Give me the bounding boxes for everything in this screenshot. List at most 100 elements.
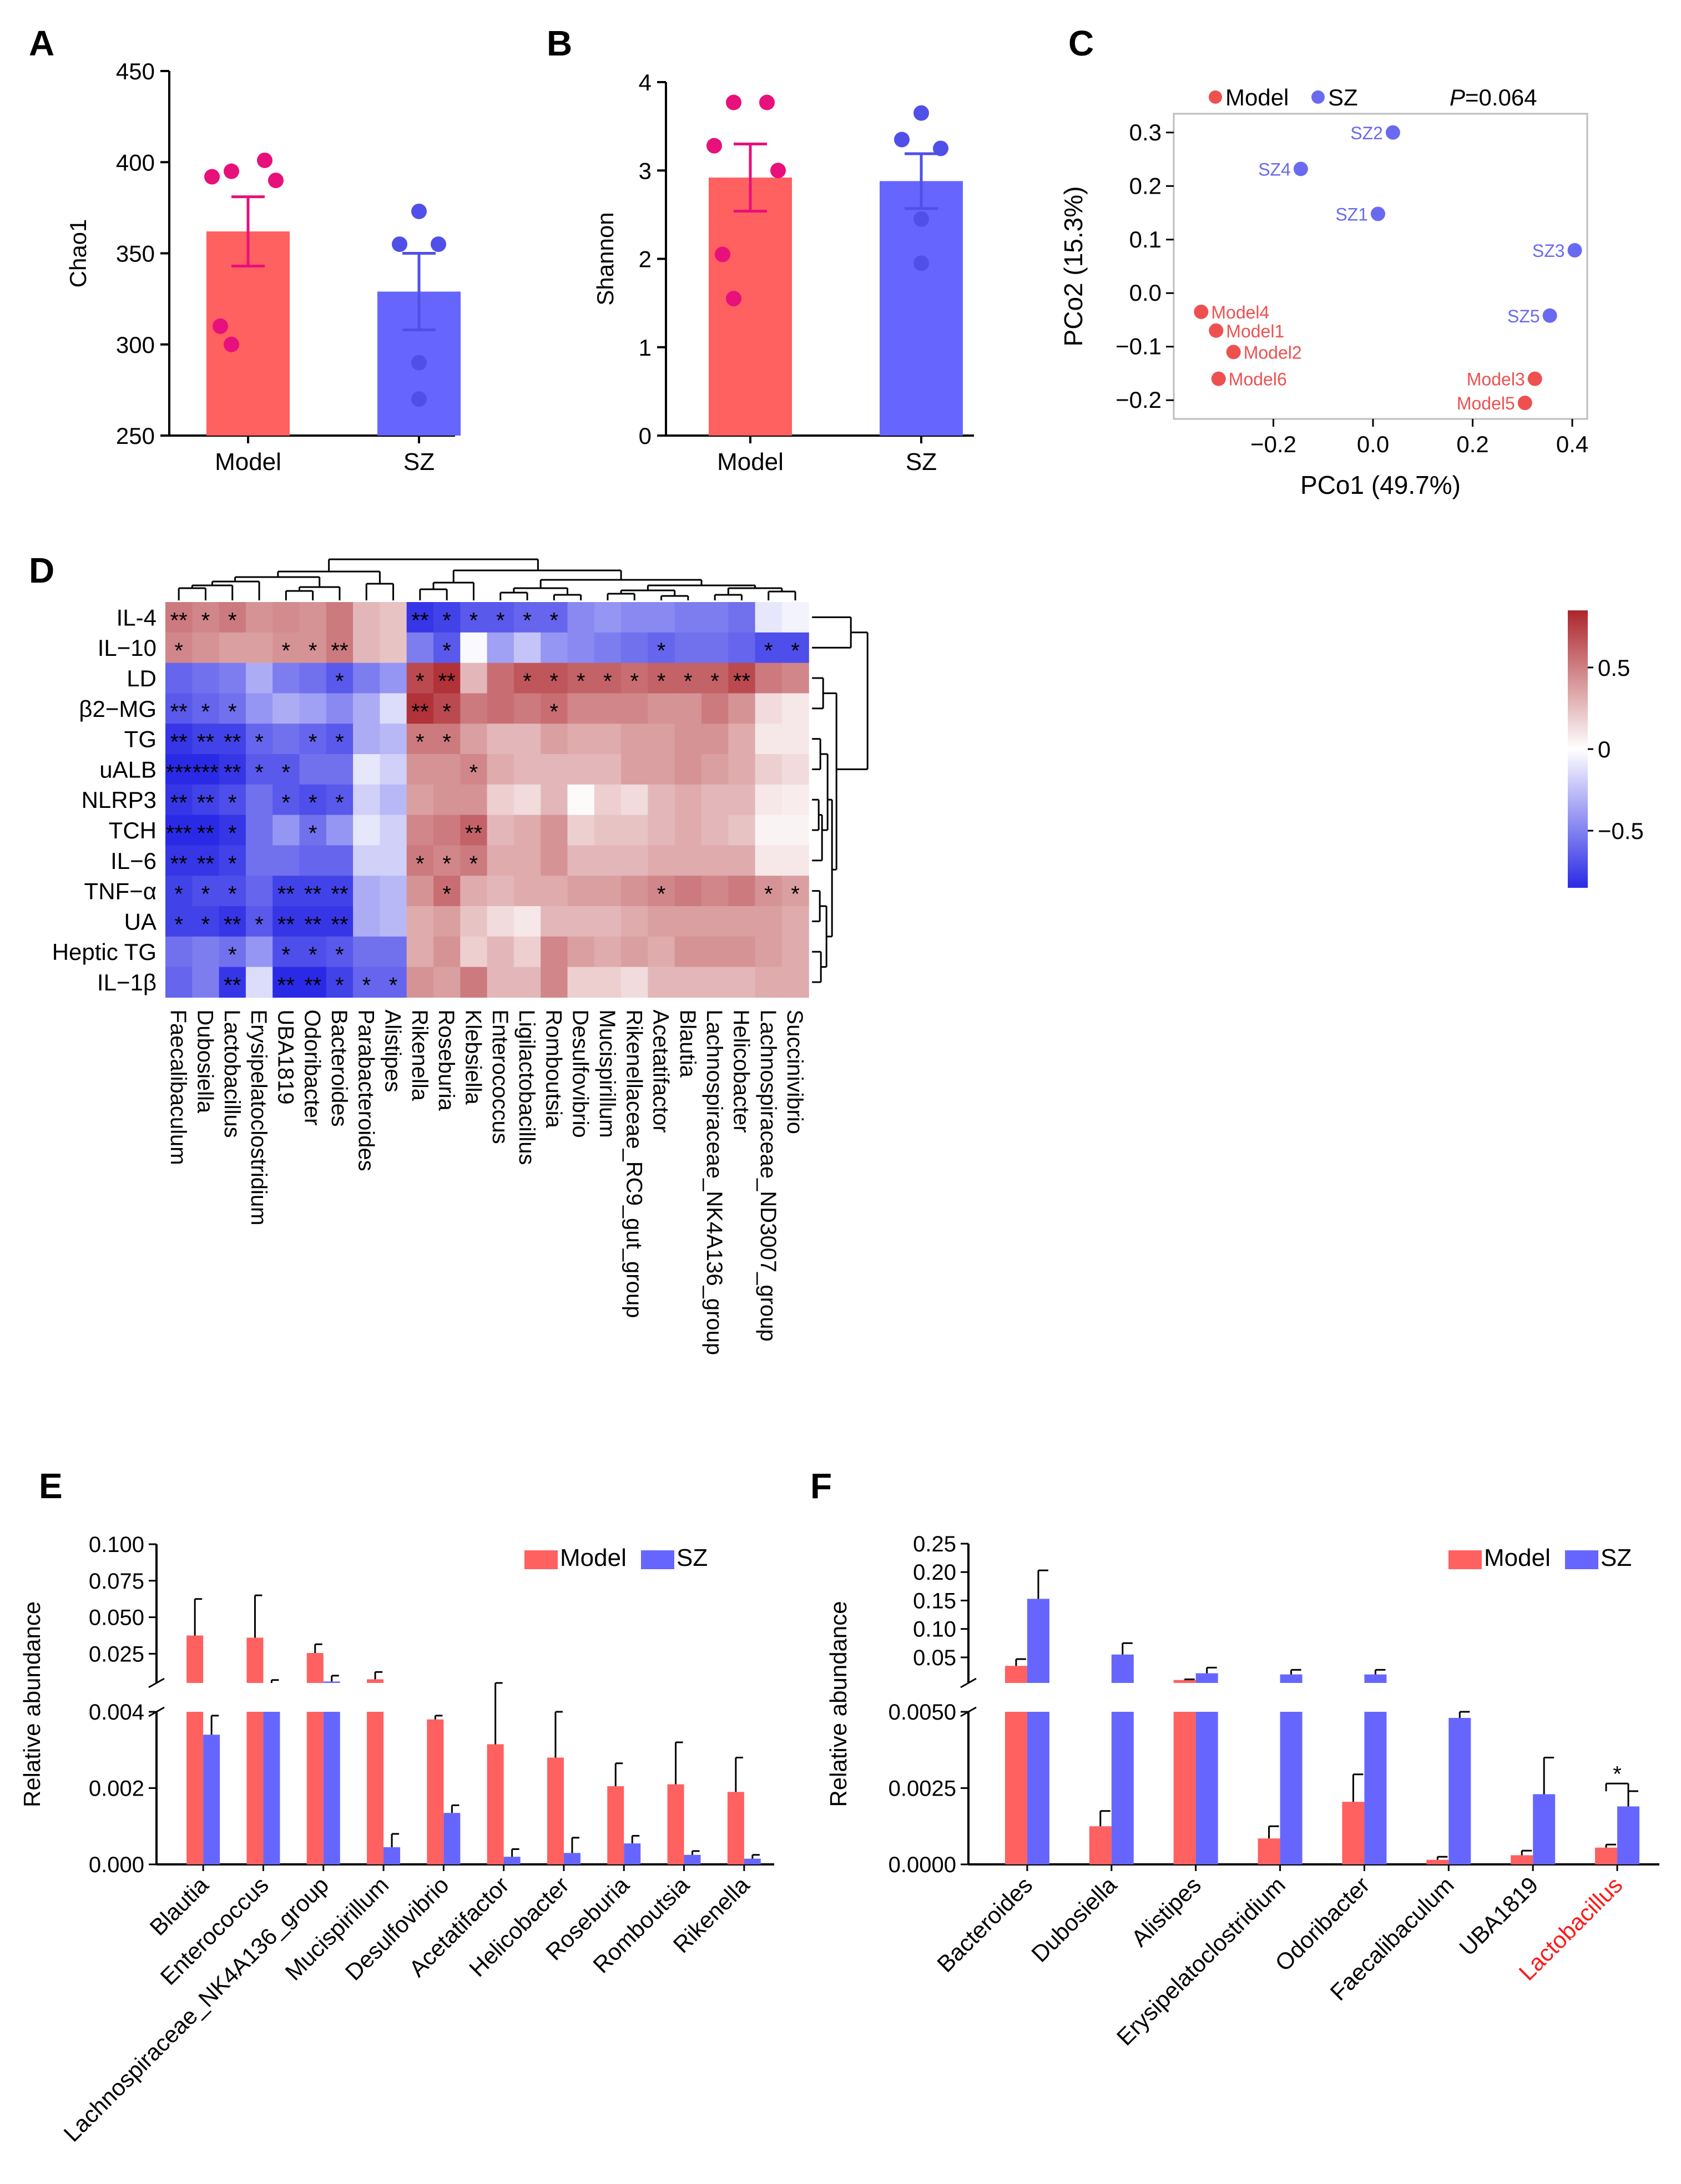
sample-point-sz2 xyxy=(1385,125,1400,140)
heatmap-column-label: Klebsiella xyxy=(461,1009,485,1105)
heatmap-cell xyxy=(380,754,407,785)
heatmap-cell xyxy=(326,845,354,876)
significance-stars: * xyxy=(684,669,693,694)
legend-model-label: Model xyxy=(1225,84,1289,110)
heatmap-cell xyxy=(219,876,246,907)
bar-model xyxy=(1173,1712,1196,1864)
heatmap-cell xyxy=(781,876,809,907)
y-tick-label: 0.050 xyxy=(89,1606,144,1630)
heatmap-row-label: IL−6 xyxy=(110,848,157,874)
heatmap-cell xyxy=(648,754,675,785)
data-point xyxy=(268,173,284,189)
significance-stars: * xyxy=(442,639,451,663)
heatmap-cell xyxy=(406,967,434,998)
x-category-label: Alistipes xyxy=(1126,1872,1206,1952)
heatmap-cell xyxy=(674,906,702,937)
heatmap-cell xyxy=(674,815,702,846)
heatmap-column-label: Erysipelatoclostridium xyxy=(246,1009,271,1225)
heatmap-cell xyxy=(541,876,568,907)
significance-stars: * xyxy=(657,882,666,907)
heatmap-cell xyxy=(648,693,675,724)
bar-model xyxy=(1511,1855,1533,1864)
heatmap-cell xyxy=(781,754,809,785)
y-tick-label: 0.004 xyxy=(89,1700,144,1725)
heatmap-cell xyxy=(245,602,273,633)
heatmap-cell xyxy=(621,632,648,664)
significance-stars: * xyxy=(228,852,237,876)
panel-letter-a: A xyxy=(29,23,54,63)
heatmap-cell xyxy=(460,784,488,816)
heatmap-cell xyxy=(299,906,327,937)
bar-model xyxy=(607,1786,624,1864)
heatmap-cell xyxy=(299,632,327,664)
heatmap-column-label: Alistipes xyxy=(381,1009,405,1092)
significance-stars: * xyxy=(228,608,237,633)
bar-upper-model xyxy=(1173,1680,1196,1683)
heatmap-cell xyxy=(567,754,595,785)
heatmap-cell xyxy=(272,876,300,907)
heatmap-cell xyxy=(621,724,648,755)
significance-stars: ** xyxy=(304,973,321,998)
colorbar-tick-label: 0.5 xyxy=(1598,655,1630,681)
significance-stars: ** xyxy=(170,608,188,633)
significance-stars: * xyxy=(710,669,719,694)
heatmap-cell xyxy=(433,906,461,937)
heatmap-column-label: Lachnospiraceae_ND3007_group xyxy=(756,1009,780,1341)
heatmap-cell xyxy=(192,936,220,968)
heatmap-cell xyxy=(648,815,675,846)
heatmap-cell xyxy=(192,845,220,876)
y-tick-label: 0.20 xyxy=(913,1560,956,1585)
significance-stars: * xyxy=(255,912,264,937)
y-axis-label: Shannon xyxy=(592,212,618,305)
heatmap-row-label: IL−10 xyxy=(98,635,157,661)
significance-stars: * xyxy=(416,669,425,694)
heatmap-cell xyxy=(460,693,488,724)
heatmap-cell xyxy=(460,845,488,876)
heatmap-cell xyxy=(460,815,488,846)
heatmap-cell xyxy=(674,663,702,694)
significance-stars: * xyxy=(470,760,478,785)
heatmap-cell xyxy=(272,906,300,937)
heatmap-cell xyxy=(245,936,273,968)
heatmap-cell xyxy=(541,936,568,968)
significance-stars: ** xyxy=(411,608,428,633)
significance-stars: * xyxy=(174,882,183,907)
heatmap-cell xyxy=(487,663,514,694)
heatmap-column-label: Enterococcus xyxy=(488,1009,512,1144)
heatmap-cell xyxy=(781,845,809,876)
heatmap-cell xyxy=(513,784,541,816)
heatmap-cell xyxy=(781,815,809,846)
significance-stars: ** xyxy=(733,669,750,694)
sample-label: SZ4 xyxy=(1258,159,1291,179)
heatmap-cell xyxy=(219,784,246,816)
sample-point-model3 xyxy=(1527,371,1542,386)
heatmap-cell xyxy=(433,876,461,907)
heatmap-cell xyxy=(192,632,220,664)
data-point xyxy=(392,236,407,252)
legend-model-label: Model xyxy=(560,1544,627,1571)
x-category-label: Dubosiella xyxy=(1026,1872,1122,1967)
heatmap-cell xyxy=(165,724,193,755)
heatmap-cell xyxy=(380,906,407,937)
heatmap-row-label: β2−MG xyxy=(79,696,157,722)
heatmap-cell xyxy=(353,784,380,816)
heatmap-cell xyxy=(594,632,622,664)
significance-stars: * xyxy=(791,639,800,663)
y-tick-label: 250 xyxy=(116,423,155,449)
bar-sz xyxy=(323,1712,340,1864)
data-point xyxy=(224,336,239,352)
bar-upper-sz xyxy=(1280,1674,1303,1683)
data-point xyxy=(411,203,427,219)
data-point xyxy=(726,291,741,307)
heatmap-cell xyxy=(513,663,541,694)
heatmap-cell xyxy=(487,876,514,907)
heatmap-cell xyxy=(513,936,541,968)
heatmap-cell xyxy=(353,602,380,633)
heatmap-cell xyxy=(541,906,568,937)
heatmap-cell xyxy=(165,845,193,876)
heatmap-cell xyxy=(433,693,461,724)
heatmap-cell xyxy=(380,967,407,998)
heatmap-cell xyxy=(701,936,729,968)
heatmap-cell xyxy=(192,754,220,785)
x-category-label: Desulfovibrio xyxy=(340,1872,454,1985)
